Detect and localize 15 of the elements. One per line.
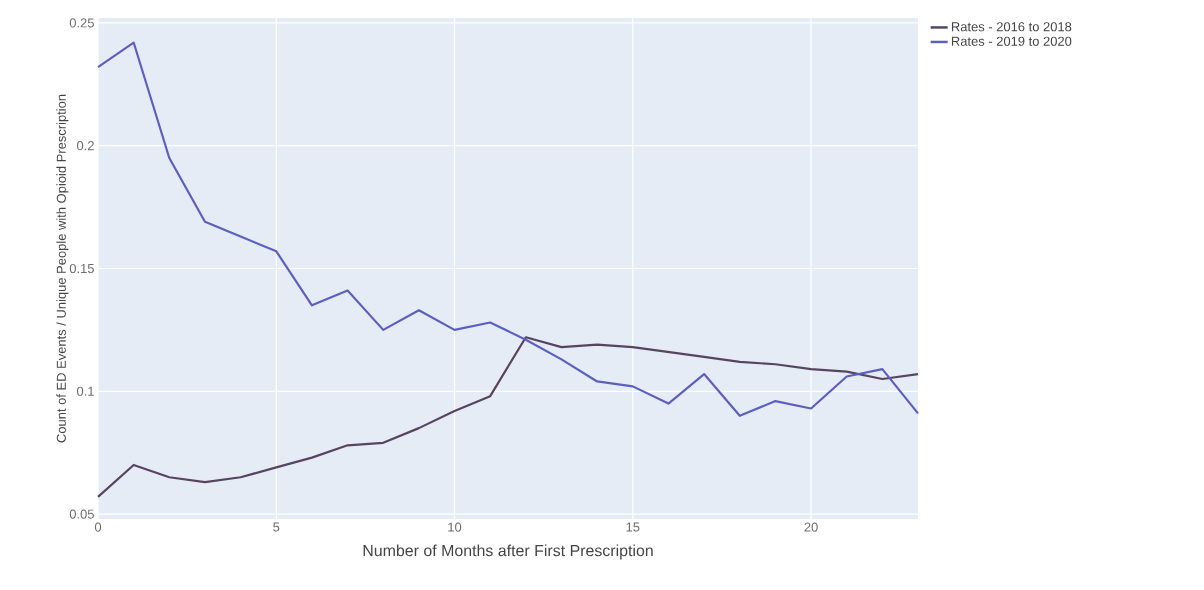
x-tick-label: 20 [804,522,818,532]
x-tick-label: 5 [273,522,280,532]
y-tick-label: 0.1 [76,386,94,396]
y-tick-label: 0.2 [76,141,94,151]
y-tick-label: 0.25 [69,18,94,28]
x-tick-label: 15 [626,522,640,532]
y-axis-title: Count of ED Events / Unique People with Opioid Prescription [56,94,69,443]
x-tick-label: 0 [94,522,102,532]
x-axis-title: Number of Months after First Prescription [363,544,653,560]
line-series [96,41,920,417]
legend-label: Rates - 2016 to 2018 [951,22,1072,32]
legend-label: Rates - 2019 to 2020 [951,36,1072,46]
y-tick-label: 0.05 [69,509,94,519]
x-tick-label: 10 [448,522,462,532]
y-tick-label: 0.15 [69,263,94,274]
